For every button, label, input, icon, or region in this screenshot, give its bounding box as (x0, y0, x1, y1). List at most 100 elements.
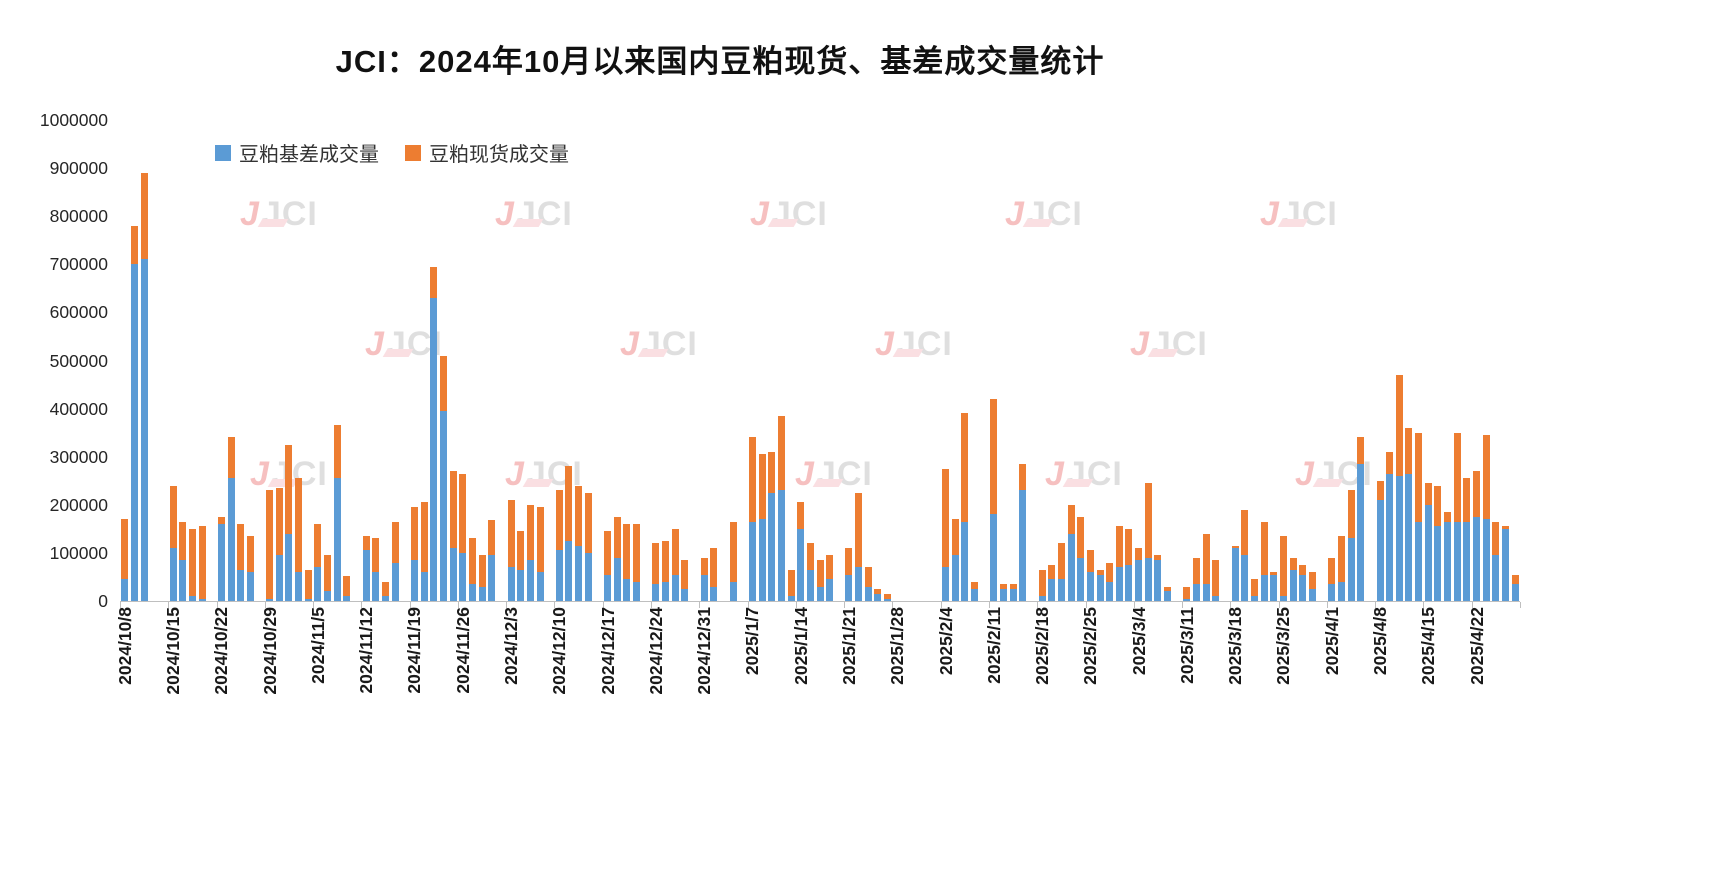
bar-basis-segment (198, 598, 206, 601)
watermark-text: JCI (1026, 195, 1083, 233)
bar-spot-segment (227, 437, 235, 479)
bar-basis-segment (1260, 574, 1268, 601)
bar-spot-segment (304, 569, 312, 599)
bar-basis-segment (1135, 560, 1143, 601)
watermark: JJCI (505, 455, 582, 494)
bar-basis-segment (942, 567, 950, 601)
y-axis-label: 500000 (49, 350, 108, 371)
bar-basis-segment (1279, 596, 1287, 601)
bar-basis-segment (391, 562, 399, 601)
bar-basis-segment (1212, 596, 1220, 601)
bar-spot-segment (1492, 521, 1500, 556)
bar-basis-segment (1502, 528, 1510, 601)
bar-basis-segment (681, 588, 689, 601)
watermark: JJCI (795, 455, 872, 494)
bar-spot-segment (266, 490, 274, 599)
y-axis-label: 900000 (49, 158, 108, 179)
bar-basis-segment (797, 528, 805, 601)
bar-spot-segment (1424, 483, 1432, 505)
bar-basis-segment (1328, 584, 1336, 601)
x-axis-label: 2024/11/5 (307, 607, 328, 684)
x-axis-label: 2024/11/26 (452, 607, 473, 694)
watermark-text: JCI (1281, 195, 1338, 233)
x-axis-tick (409, 602, 411, 608)
watermark-mark-icon: J (1295, 455, 1315, 493)
bar-basis-segment (275, 555, 283, 601)
bar-basis-segment (961, 521, 969, 601)
bar-basis-segment (565, 540, 573, 601)
bar-basis-segment (816, 586, 824, 601)
bar-spot-segment (1077, 516, 1085, 558)
bar-basis-segment (1395, 475, 1403, 601)
bar-basis-segment (488, 555, 496, 601)
x-axis-tick (940, 602, 942, 608)
bar-basis-segment (1048, 579, 1056, 601)
bar-basis-segment (1057, 579, 1065, 601)
x-axis-tick (168, 602, 170, 608)
watermark-text: JCI (641, 325, 698, 363)
bar-basis-segment (382, 596, 390, 601)
x-axis-tick (795, 602, 797, 608)
bar-spot-segment (130, 225, 138, 265)
bar-basis-segment (526, 560, 534, 601)
bar-spot-segment (1019, 463, 1027, 491)
bar-basis-segment (430, 297, 438, 601)
bar-spot-segment (1260, 521, 1268, 575)
x-axis-tick (1520, 602, 1521, 608)
watermark-text: JCI (1151, 325, 1208, 363)
x-axis-label: 2025/2/18 (1032, 607, 1053, 685)
bar-spot-segment (1067, 504, 1075, 534)
x-axis-label: 2024/10/22 (211, 607, 232, 695)
bar-basis-segment (314, 567, 322, 601)
bar-basis-segment (246, 572, 254, 601)
watermark-underline (892, 349, 924, 357)
bar-basis-segment (1019, 490, 1027, 601)
bar-spot-segment (488, 520, 496, 556)
bar-spot-segment (1241, 509, 1249, 556)
x-axis-tick (1037, 602, 1039, 608)
bar-basis-segment (1009, 588, 1017, 601)
y-axis-label: 100000 (49, 542, 108, 563)
bar-basis-segment (188, 596, 196, 601)
bar-spot-segment (217, 516, 225, 525)
bar-basis-segment (304, 598, 312, 601)
bar-basis-segment (1308, 588, 1316, 601)
x-axis-tick (457, 602, 459, 608)
bar-basis-segment (1164, 591, 1172, 601)
x-axis-label: 2024/12/31 (694, 607, 715, 695)
x-axis-tick (361, 602, 363, 608)
bar-basis-segment (1299, 574, 1307, 601)
bar-basis-segment (121, 579, 129, 601)
bar-spot-segment (1125, 528, 1133, 565)
x-axis-label: 2024/10/15 (163, 607, 184, 695)
bar-basis-segment (613, 557, 621, 601)
bar-basis-segment (1202, 584, 1210, 601)
bar-basis-segment (555, 550, 563, 601)
bar-spot-segment (430, 266, 438, 298)
bar-spot-segment (372, 538, 380, 573)
bar-basis-segment (604, 574, 612, 601)
bar-spot-segment (633, 524, 641, 582)
x-axis-tick (1085, 602, 1087, 608)
bar-basis-segment (517, 569, 525, 601)
legend: 豆粕基差成交量 豆粕现货成交量 (215, 138, 569, 167)
legend-label-spot: 豆粕现货成交量 (429, 144, 569, 166)
bar-spot-segment (439, 355, 447, 411)
x-axis-label: 2024/12/17 (597, 607, 618, 695)
bar-spot-segment (1183, 586, 1191, 599)
watermark-mark-icon: J (495, 195, 515, 233)
bar-spot-segment (1386, 451, 1394, 474)
bar-spot-segment (169, 485, 177, 549)
bar-spot-segment (652, 543, 660, 585)
bar-spot-segment (1415, 432, 1423, 522)
watermark: JJCI (620, 325, 697, 364)
bar-spot-segment (942, 468, 950, 568)
bar-basis-segment (536, 572, 544, 601)
bar-spot-segment (285, 444, 293, 534)
bar-spot-segment (874, 588, 882, 594)
bar-basis-segment (999, 588, 1007, 601)
bar-spot-segment (295, 478, 303, 573)
bar-spot-segment (459, 473, 467, 553)
bar-basis-segment (1424, 504, 1432, 601)
